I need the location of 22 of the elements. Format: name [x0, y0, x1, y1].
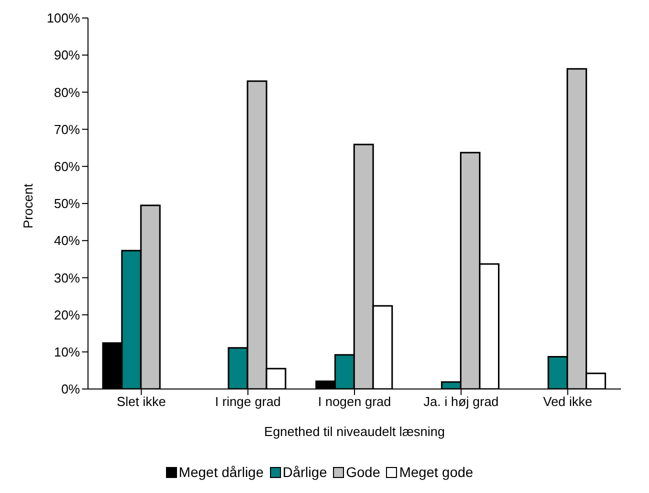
y-tick-label: 40% — [54, 233, 80, 248]
legend-label: Meget dårlige — [178, 464, 264, 480]
x-tick-label: Ja. i høj grad — [424, 394, 499, 410]
y-tick-label: 90% — [54, 48, 80, 63]
legend-label: Gode — [344, 464, 380, 480]
y-tick-label: 60% — [54, 159, 80, 174]
x-tick-label: Ved ikke — [543, 394, 592, 410]
x-tick-label: Slet ikke — [116, 394, 166, 410]
y-tick-label: 10% — [54, 344, 80, 360]
x-axis-title: Egnethed til niveaudelt læsning — [264, 424, 445, 439]
y-tick-label: 0% — [61, 382, 80, 397]
y-tick-label: 20% — [54, 307, 80, 322]
y-tick-label: 80% — [54, 84, 80, 100]
y-tick-label: 50% — [54, 196, 80, 212]
legend-label: Dårlige — [282, 464, 327, 480]
y-tick-label: 70% — [54, 122, 80, 137]
y-axis-title: Procent — [20, 183, 36, 228]
y-tick-label: 30% — [54, 270, 80, 286]
x-tick-label: I ringe grad — [215, 394, 281, 410]
legend-label: Meget gode — [398, 464, 474, 480]
x-tick-label: I nogen grad — [318, 394, 392, 410]
y-tick-label: 100% — [46, 10, 80, 26]
